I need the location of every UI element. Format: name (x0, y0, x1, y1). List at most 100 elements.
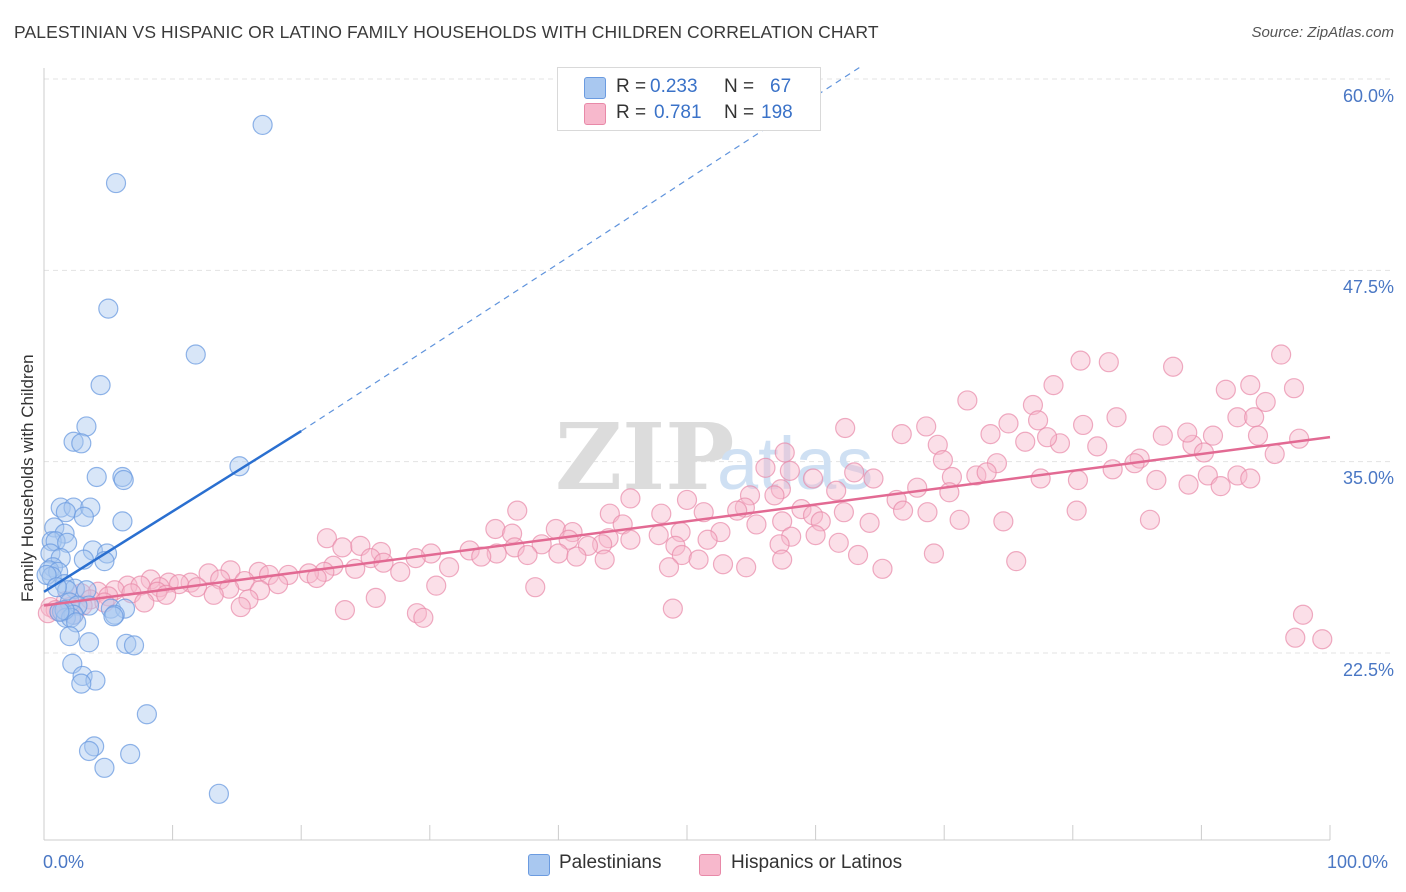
palestinians-point (103, 606, 124, 627)
legend-swatch-hispanics (584, 103, 606, 125)
bottom-legend-swatch-hispanics (699, 854, 721, 876)
hispanics-point (1264, 443, 1285, 465)
watermark: ZIP atlas (555, 403, 873, 511)
palestinians-point (57, 532, 78, 553)
hispanics-point (548, 543, 569, 564)
hispanics-point (1102, 459, 1123, 480)
hispanics-point (764, 485, 785, 506)
palestinians-point (72, 665, 93, 687)
hispanics-point (365, 587, 386, 608)
hispanics-point (517, 544, 538, 566)
hispanics-point (736, 557, 757, 578)
hispanics-point (710, 521, 731, 543)
hispanics-point (769, 534, 790, 555)
hispanics-point (1152, 425, 1173, 446)
hispanics-point (566, 546, 587, 567)
hispanics-point (917, 502, 938, 523)
hispanics-point (1177, 422, 1198, 443)
hispanics-point (1006, 551, 1027, 572)
hispanics-point (1015, 431, 1036, 452)
hispanics-point (770, 479, 791, 500)
hispanics-trendline (43, 435, 1331, 607)
palestinians-point (76, 416, 97, 437)
hispanics-point (755, 457, 776, 478)
hispanics-point (781, 526, 802, 547)
hispanics-point (727, 500, 748, 521)
hispanics-point (932, 450, 954, 471)
hispanics-point (1202, 425, 1224, 446)
hispanics-point (316, 528, 338, 549)
palestinians-point (71, 673, 92, 694)
hispanics-point (697, 529, 718, 550)
legend-n-value-2: 198 (761, 102, 793, 123)
palestinians-point (116, 633, 137, 654)
hispanics-point (1292, 604, 1314, 625)
hispanics-point (1146, 469, 1167, 491)
hispanics-point (1271, 344, 1292, 365)
y-tick-22-5: 22.5% (1342, 660, 1394, 680)
hispanics-point (671, 544, 692, 566)
hispanics-point (620, 529, 641, 550)
y-axis-label: Family Households with Children (18, 354, 37, 602)
hispanics-point (438, 557, 460, 578)
hispanics-point (927, 434, 948, 455)
palestinians-point (49, 601, 70, 622)
x-tick-100: 100.0% (1327, 852, 1389, 872)
legend-r-label-1: R = (616, 76, 647, 97)
hispanics-point (802, 468, 824, 489)
y-tick-35: 35.0% (1342, 468, 1394, 488)
hispanics-point (847, 544, 869, 566)
hispanics-point (1072, 414, 1094, 436)
hispanics-point (1043, 375, 1064, 396)
palestinians-point (123, 635, 145, 656)
trendlines (43, 66, 1331, 607)
legend-r-value-2: 0.781 (654, 102, 702, 123)
palestinians-point (86, 466, 107, 488)
hispanics-point (791, 499, 812, 520)
y-tick-47-5: 47.5% (1342, 277, 1394, 297)
axes (43, 68, 1331, 841)
hispanics-point (916, 416, 937, 437)
palestinians-point (73, 506, 94, 527)
palestinians-point (252, 114, 273, 136)
hispanics-point (1244, 407, 1265, 428)
palestinians-point (100, 598, 121, 619)
palestinians-point (104, 604, 125, 625)
hispanics-point (1066, 500, 1087, 521)
hispanics-point (648, 525, 669, 546)
palestinians-point (113, 469, 134, 491)
hispanics-point (833, 502, 854, 523)
palestinians-point (63, 431, 84, 452)
hispanics-points (37, 344, 1333, 650)
palestinians-points (36, 114, 273, 804)
hispanics-point (923, 543, 945, 564)
hispanics-point (844, 462, 865, 483)
hispanics-point (739, 485, 761, 506)
legend-r-value-1: 0.233 (650, 76, 698, 97)
palestinians-point (185, 344, 206, 365)
hispanics-point (1283, 378, 1305, 399)
hispanics-point (485, 518, 506, 540)
hispanics-point (1030, 468, 1051, 489)
hispanics-point (658, 557, 680, 578)
bottom-legend-swatch-palestinians (528, 854, 550, 876)
hispanics-point (688, 549, 709, 570)
hispanics-point (1139, 509, 1161, 530)
hispanics-point (746, 514, 767, 535)
hispanics-point (835, 417, 856, 439)
hispanics-point (334, 600, 356, 621)
hispanics-point (486, 543, 507, 564)
palestinians-point (208, 783, 229, 804)
hispanics-point (1070, 350, 1091, 371)
hispanics-point (267, 574, 289, 595)
palestinians-point (59, 626, 80, 647)
hispanics-point (1255, 391, 1276, 413)
y-tick-60: 60.0% (1342, 86, 1394, 106)
hispanics-point (949, 509, 970, 530)
legend-n-label-1: N = (724, 76, 755, 97)
hispanics-point (332, 537, 353, 558)
x-tick-0: 0.0% (43, 852, 85, 872)
palestinians-point (120, 743, 141, 765)
hispanics-point (1289, 428, 1310, 449)
